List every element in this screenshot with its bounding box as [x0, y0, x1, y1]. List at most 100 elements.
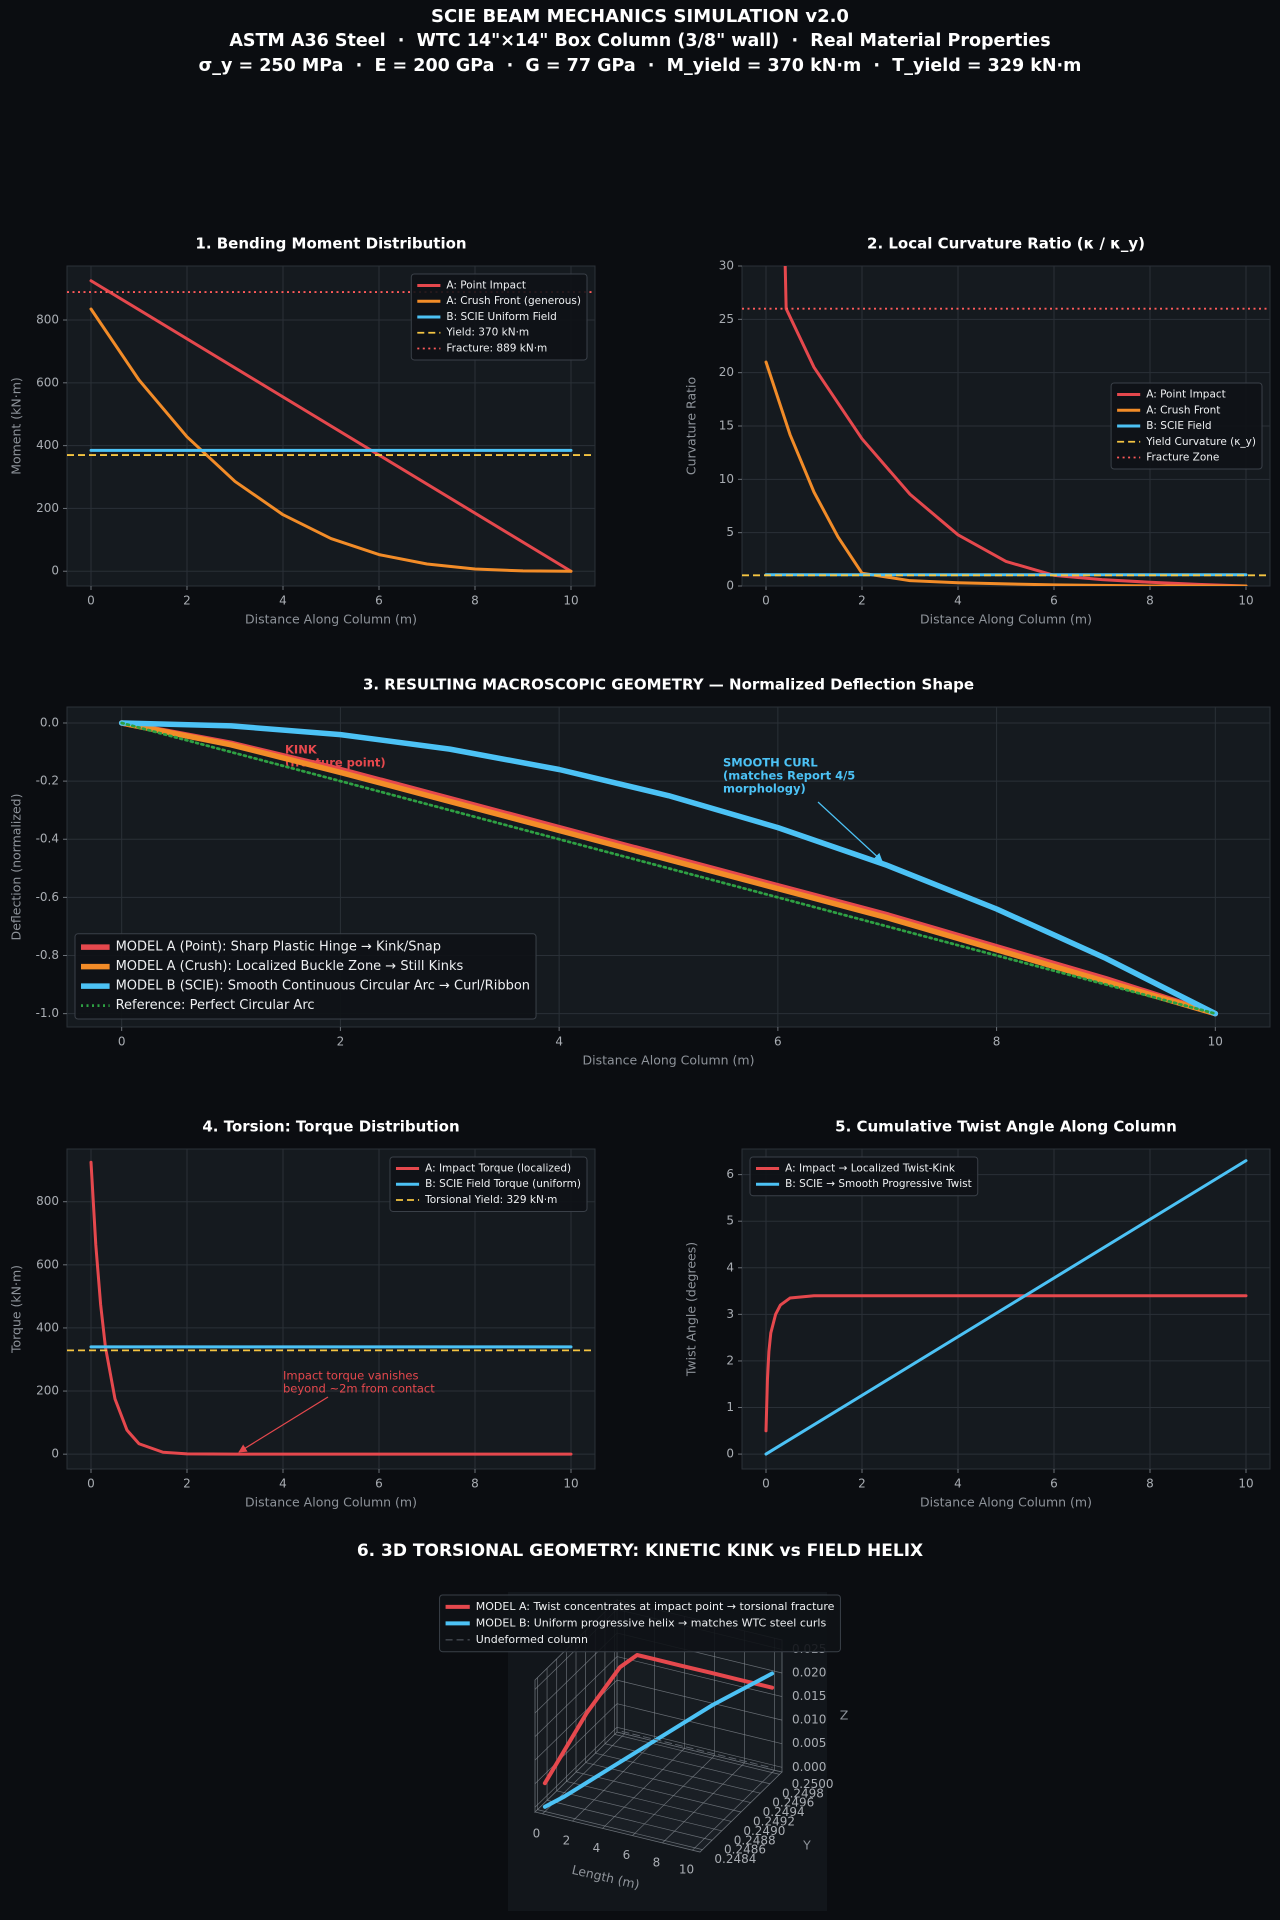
y-tick-label: 200 [36, 1384, 59, 1398]
y-tick-label: 600 [36, 375, 59, 389]
annotation: (matches Report 4/5 [723, 769, 855, 783]
legend-label: MODEL A: Twist concentrates at impact po… [476, 1600, 835, 1613]
y-axis-label: Moment (kN·m) [9, 377, 24, 475]
x-axis-label: Distance Along Column (m) [583, 1053, 755, 1068]
legend: A: Point Impact A: Crush Front B: SCIE Fie… [1110, 382, 1263, 470]
grid-line [534, 1727, 618, 1808]
legend: MODEL A: Twist concentrates at impact po… [439, 1594, 841, 1653]
legend-box [74, 933, 537, 1020]
figure-subtitle: σ_y = 250 MPa · E = 200 GPa · G = 77 GPa… [199, 56, 1082, 76]
grid-line [537, 1809, 703, 1850]
x-axis-label: Distance Along Column (m) [920, 1495, 1092, 1510]
x-tick-label: 2 [183, 594, 191, 608]
x-axis-label: Distance Along Column (m) [245, 612, 417, 627]
chart-title: 5. Cumulative Twist Angle Along Column [835, 1118, 1177, 1136]
chart: 2. Local Curvature Ratio (κ / κ_y) 0 2 4 6 8 1… [684, 235, 1271, 627]
y-tick-label: 0 [726, 1447, 734, 1461]
legend-label: MODEL B: Uniform progressive helix → mat… [476, 1616, 827, 1629]
y-tick-label: 600 [36, 1257, 59, 1271]
x-tick-label: 4 [279, 1477, 287, 1491]
x-tick-label: 0 [533, 1826, 541, 1840]
y-tick-label: 6 [726, 1167, 734, 1181]
x-tick-label: 6 [375, 1477, 383, 1491]
legend: A: Point Impact A: Crush Front (generous)… [410, 273, 588, 361]
y-tick-label: 400 [36, 438, 59, 452]
chart: 3. RESULTING MACROSCOPIC GEOMETRY — Norm… [9, 676, 1271, 1068]
z-tick-label: 0.000 [792, 1760, 826, 1774]
x-tick-label: 4 [555, 1035, 563, 1049]
legend-label: Fracture Zone [1146, 452, 1219, 464]
legend-label: MODEL A (Point): Sharp Plastic Hinge → K… [116, 940, 441, 955]
y-tick-label: 0.2498 [782, 1786, 824, 1800]
z-axis-label: Z [840, 1708, 849, 1723]
series-line [118, 720, 1219, 1017]
x-tick-label: 10 [1238, 594, 1253, 608]
y-tick-label: 0.2484 [714, 1852, 756, 1866]
legend-label: Reference: Perfect Circular Arc [116, 998, 315, 1013]
annotation: morphology) [723, 782, 806, 796]
grid-line [585, 1762, 751, 1803]
grid-line [616, 1656, 783, 1697]
y-tick-label: 0.2494 [763, 1805, 805, 1819]
x-tick-label: 6 [1050, 1477, 1058, 1491]
x-tick-label: 6 [623, 1848, 631, 1862]
y-tick-label: 0 [51, 1447, 59, 1461]
chart-title: 1. Bending Moment Distribution [195, 235, 466, 253]
y-tick-label: 15 [719, 419, 734, 433]
y-tick-label: 5 [726, 1214, 734, 1228]
x-tick-label: 0 [762, 1477, 770, 1491]
x-tick-label: 2 [183, 1477, 191, 1491]
grid-line [534, 1703, 618, 1784]
x-tick-label: 8 [653, 1855, 661, 1869]
legend-box [749, 1156, 979, 1197]
legend-label: A: Crush Front [1146, 404, 1220, 416]
series-line [89, 1160, 573, 1456]
legend-label: B: SCIE Field [1146, 420, 1211, 432]
x-tick-label: 8 [993, 1035, 1001, 1049]
series-line [764, 1294, 1248, 1433]
series-line [783, 266, 1248, 586]
annotation-arrow [238, 1396, 329, 1453]
series-line [120, 721, 1217, 1016]
y-tick-label: 0.2490 [743, 1824, 785, 1838]
y-tick-label: 200 [36, 501, 59, 515]
x-tick-label: 10 [1208, 1035, 1223, 1049]
y-tick-label: -1.0 [36, 1006, 59, 1020]
chart-3d: 6. 3D TORSIONAL GEOMETRY: KINETIC KINK v… [357, 1541, 923, 1911]
y-axis-label: Y [802, 1838, 811, 1853]
x-tick-label: 0 [762, 594, 770, 608]
y-tick-label: 5 [726, 525, 734, 539]
legend-label: A: Point Impact [446, 279, 526, 291]
grid-line [614, 1734, 780, 1775]
legend-label: Fracture: 889 kN·m [446, 342, 547, 354]
y-tick-label: 0.2492 [753, 1815, 795, 1829]
legend-label: B: SCIE Field Torque (uniform) [425, 1178, 581, 1190]
x-tick-label: 10 [563, 594, 578, 608]
series-line-3d [621, 1731, 773, 1769]
y-tick-label: -0.8 [36, 948, 59, 962]
x-tick-label: 0 [118, 1035, 126, 1049]
x-tick-label: 8 [1146, 1477, 1154, 1491]
legend-box [410, 273, 588, 361]
x-tick-label: 2 [858, 1477, 866, 1491]
x-tick-label: 4 [954, 1477, 962, 1491]
grid-line [616, 1679, 783, 1721]
x-tick-label: 8 [471, 594, 479, 608]
legend-label: Yield Curvature (κ_y) [1145, 436, 1256, 448]
y-axis-label: Twist Angle (degrees) [684, 1242, 699, 1377]
y-tick-label: 30 [719, 259, 734, 273]
grid-line [566, 1781, 732, 1822]
x-tick-label: 0 [87, 1477, 95, 1491]
grid-line [575, 1771, 742, 1813]
chart-title: 4. Torsion: Torque Distribution [202, 1118, 459, 1136]
chart-title: 2. Local Curvature Ratio (κ / κ_y) [867, 235, 1145, 253]
chart-title: 6. 3D TORSIONAL GEOMETRY: KINETIC KINK v… [357, 1541, 923, 1561]
y-tick-label: 10 [719, 472, 734, 486]
x-axis-label: Distance Along Column (m) [245, 1495, 417, 1510]
x-tick-label: 10 [563, 1477, 578, 1491]
x-tick-label: 4 [593, 1841, 601, 1855]
series-line [764, 1159, 1248, 1456]
legend-label: Torsional Yield: 329 kN·m [424, 1194, 557, 1206]
figure-subtitle: ASTM A36 Steel · WTC 14"×14" Box Column … [229, 31, 1050, 51]
